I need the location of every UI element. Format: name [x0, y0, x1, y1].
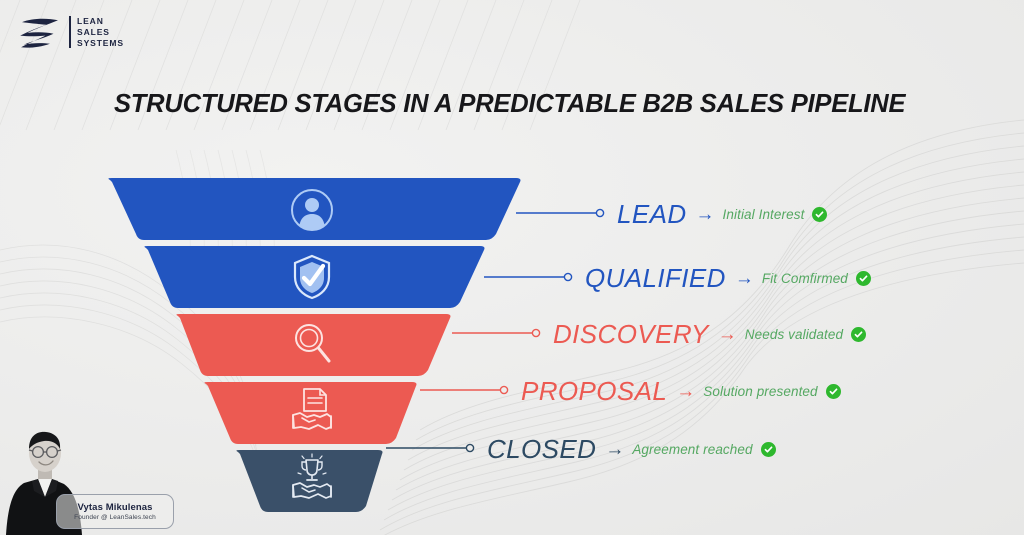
- stage-label-discovery[interactable]: DISCOVERY → Needs validated: [553, 319, 867, 350]
- check-circle-icon: [825, 384, 841, 399]
- funnel-band-proposal[interactable]: [0, 380, 620, 450]
- funnel-band-closed[interactable]: [0, 448, 620, 518]
- stage-name: CLOSED: [487, 434, 597, 464]
- document-handshake-icon: [288, 385, 336, 439]
- brand-logo: LEAN SALES SYSTEMS: [18, 14, 124, 50]
- arrow-icon: →: [695, 204, 715, 225]
- stage-description: Agreement reached: [632, 442, 753, 457]
- logo-line-3: SYSTEMS: [77, 38, 124, 48]
- shield-check-icon: [289, 252, 335, 302]
- stage-name: DISCOVERY: [553, 319, 709, 349]
- stage-name: PROPOSAL: [521, 376, 668, 406]
- check-circle-icon: [812, 207, 828, 222]
- wing-swoosh-icon: [20, 18, 58, 48]
- arrow-icon: →: [605, 439, 625, 460]
- logo-line-1: LEAN: [77, 16, 104, 26]
- stage-name: QUALIFIED: [585, 263, 726, 293]
- sales-funnel: [0, 176, 620, 512]
- page-title: STRUCTURED STAGES IN A PREDICTABLE B2B S…: [114, 90, 906, 118]
- person-circle-icon: [288, 186, 336, 234]
- stage-label-proposal[interactable]: PROPOSAL → Solution presented: [521, 376, 841, 407]
- stage-description: Needs validated: [744, 327, 844, 342]
- stage-description: Solution presented: [703, 384, 818, 399]
- arrow-icon: →: [717, 324, 737, 345]
- arrow-icon: →: [734, 268, 754, 289]
- logo-wordmark: LEAN SALES SYSTEMS: [69, 16, 124, 48]
- magnifier-icon: [290, 320, 336, 368]
- presenter-role: Founder @ LeanSales.tech: [74, 514, 156, 521]
- trophy-handshake-icon: [289, 452, 335, 504]
- stage-label-lead[interactable]: LEAD → Initial Interest: [617, 199, 828, 230]
- logo-line-2: SALES: [77, 27, 110, 37]
- stage-description: Fit Comfirmed: [761, 271, 848, 286]
- stage-description: Initial Interest: [722, 207, 805, 222]
- check-circle-icon: [855, 271, 871, 286]
- stage-label-qualified[interactable]: QUALIFIED → Fit Comfirmed: [585, 263, 871, 294]
- presenter-name: Vytas Mikulenas: [77, 502, 153, 513]
- check-circle-icon: [851, 327, 867, 342]
- check-circle-icon: [760, 442, 776, 457]
- presenter-overlay: Vytas Mikulenas Founder @ LeanSales.tech: [0, 417, 190, 535]
- stage-name: LEAD: [617, 199, 687, 229]
- stage-label-closed[interactable]: CLOSED → Agreement reached: [487, 434, 776, 465]
- arrow-icon: →: [676, 381, 696, 402]
- presenter-name-card: Vytas Mikulenas Founder @ LeanSales.tech: [56, 494, 174, 529]
